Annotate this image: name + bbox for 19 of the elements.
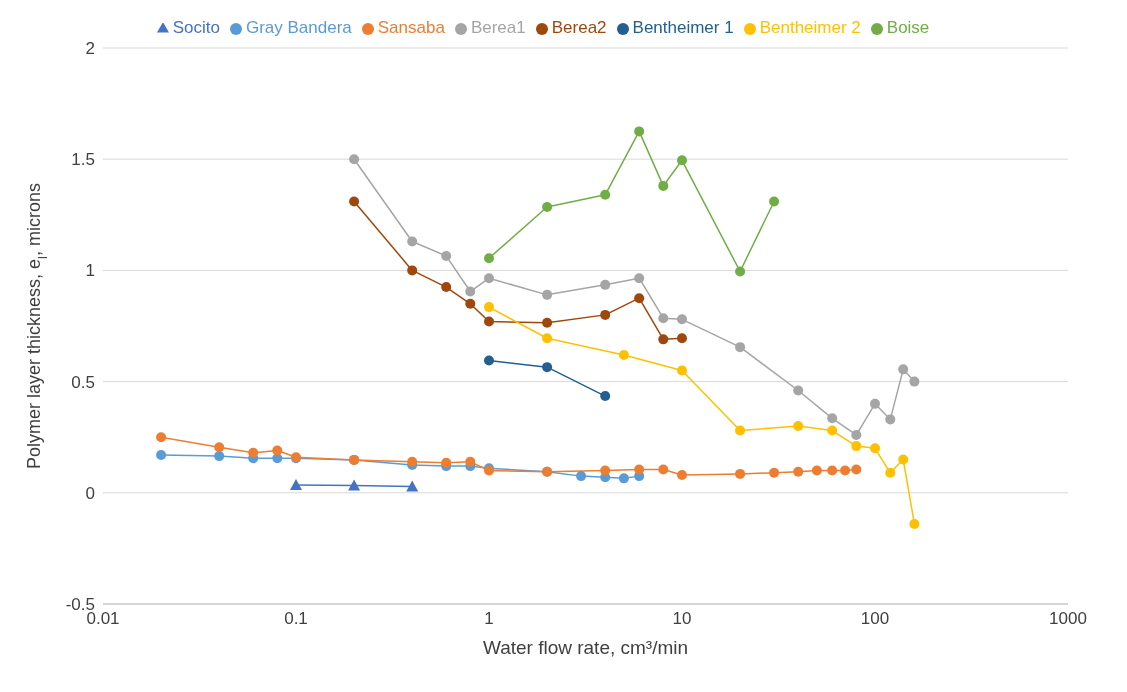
legend-label: Berea1 — [470, 18, 526, 37]
x-tick-label: 10 — [672, 609, 692, 629]
legend-label: Berea2 — [551, 18, 607, 37]
legend-label: Bentheimer 1 — [632, 18, 734, 37]
x-tick-label: 1000 — [1049, 609, 1087, 629]
legend-label: Sansaba — [377, 18, 445, 37]
legend-label: Bentheimer 2 — [759, 18, 861, 37]
x-tick-label: 0.1 — [284, 609, 308, 629]
y-tick-label: 1 — [85, 261, 95, 281]
y-tick-label: 0.5 — [71, 372, 95, 392]
legend-label: Boise — [886, 18, 930, 37]
y-tick-label: 1.5 — [71, 150, 95, 170]
x-axis-title: Water flow rate, cm³/min — [482, 637, 689, 658]
x-tick-label: 1 — [484, 609, 494, 629]
legend-label: Socito — [172, 18, 220, 37]
y-tick-label: 2 — [85, 39, 95, 59]
y-tick-label: 0 — [85, 483, 95, 503]
x-tick-label: 100 — [860, 609, 890, 629]
legend-label: Gray Bandera — [245, 18, 352, 37]
